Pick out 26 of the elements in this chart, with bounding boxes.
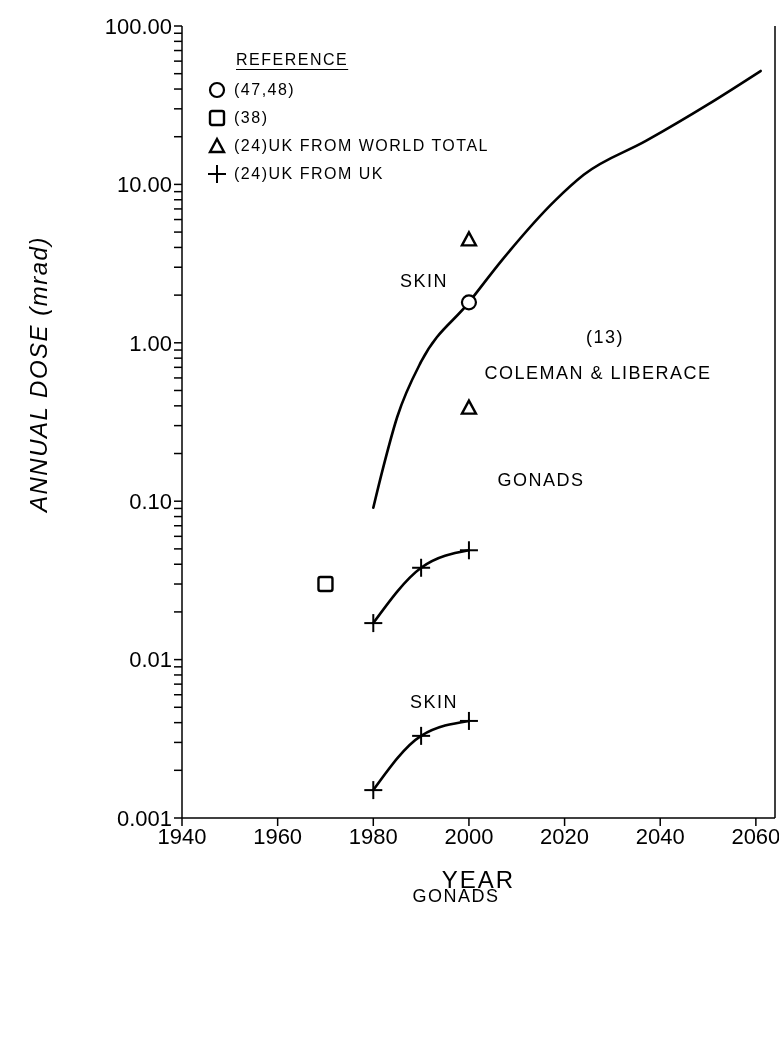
- point: [460, 294, 478, 311]
- x-tick-label: 2060: [731, 823, 779, 849]
- x-tick-label: 1960: [253, 823, 303, 849]
- legend-title: REFERENCE: [236, 50, 350, 70]
- annotation: SKIN: [399, 270, 449, 292]
- annotation: GONADS: [497, 469, 585, 491]
- x-tick-label: 1980: [348, 823, 398, 849]
- y-tick-label: 0.10: [129, 489, 172, 515]
- y-tick-label: 0.01: [129, 647, 172, 673]
- x-tick-label: 2020: [540, 823, 590, 849]
- y-tick-label: 10.00: [116, 172, 172, 198]
- annotation: SKIN: [409, 691, 459, 713]
- y-axis-title: ANNUAL DOSE (mrad): [24, 236, 52, 514]
- point: [460, 231, 478, 247]
- legend-label: (47,48): [234, 80, 296, 100]
- annotation: COLEMAN & LIBERACE: [484, 362, 712, 384]
- x-tick-label: 2000: [444, 823, 494, 849]
- point: [317, 575, 334, 593]
- x-tick-label: 2040: [635, 823, 685, 849]
- point: [460, 399, 478, 415]
- annotation: (13): [585, 326, 625, 348]
- y-tick-label: 100.00: [104, 13, 172, 39]
- legend-label: (24)UK FROM UK: [234, 164, 384, 184]
- y-tick-label: 1.00: [129, 330, 172, 356]
- legend-label: (24)UK FROM WORLD TOTAL: [234, 136, 489, 156]
- legend-label: (38): [234, 108, 269, 128]
